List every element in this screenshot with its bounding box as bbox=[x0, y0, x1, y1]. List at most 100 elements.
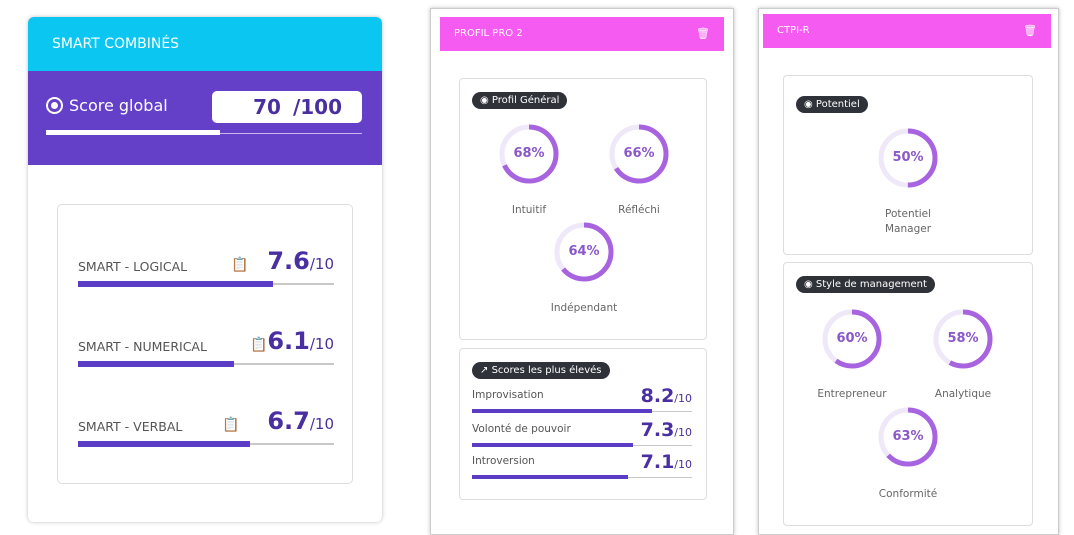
ring-chart bbox=[554, 222, 614, 282]
ring-chart bbox=[609, 124, 669, 184]
progress-bar bbox=[472, 409, 692, 413]
ring-label: Réfléchi bbox=[618, 204, 660, 216]
ring-label: Analytique bbox=[934, 388, 992, 400]
smart-value: 6.7/10 bbox=[267, 407, 334, 435]
max: /10 bbox=[674, 426, 692, 439]
max: /10 bbox=[309, 335, 334, 353]
trash-icon[interactable]: 🗑 bbox=[1023, 24, 1037, 37]
progress-bar bbox=[78, 281, 334, 287]
smart-value: 6.1/10 bbox=[267, 327, 334, 355]
ring-arc bbox=[554, 222, 614, 282]
ring-reflechi: 66% bbox=[608, 123, 670, 185]
label: Volonté de pouvoir bbox=[472, 423, 571, 435]
ring-arc bbox=[609, 124, 669, 184]
top-scores-card: ↗ Scores les plus élevés Improvisation 8.… bbox=[459, 348, 707, 500]
ring-conformite: 63% bbox=[877, 406, 939, 468]
ring-value: 60% bbox=[836, 331, 868, 346]
score-progress bbox=[46, 130, 220, 135]
v: 7.3 bbox=[640, 419, 675, 441]
ring-intuitif: 68% bbox=[498, 123, 560, 185]
value: 7.6 bbox=[267, 247, 310, 275]
label: Introversion bbox=[472, 455, 535, 467]
radio-icon[interactable] bbox=[46, 97, 63, 114]
value: 6.1 bbox=[267, 327, 310, 355]
score-global-section: Score global 70/100 bbox=[28, 71, 382, 165]
pill-label: Profil Général bbox=[491, 95, 560, 106]
style-management-card: ◉ Style de management 60% Entrepreneur 5… bbox=[783, 262, 1033, 526]
profil-general-pill: ◉ Profil Général bbox=[472, 92, 568, 109]
progress-fill bbox=[78, 281, 273, 287]
panel-title: SMART COMBINÉS bbox=[28, 17, 382, 71]
smart-scores-card: SMART - LOGICAL 📋 7.6/10 SMART - NUMERIC… bbox=[57, 204, 353, 484]
ring-label: Intuitif bbox=[511, 204, 547, 216]
score-global-label: Score global bbox=[69, 96, 168, 115]
ring-label: Indépendant bbox=[550, 302, 618, 314]
clipboard-icon[interactable]: 📋 bbox=[222, 417, 240, 433]
progress-fill bbox=[78, 361, 235, 367]
potentiel-pill: ◉ Potentiel bbox=[796, 96, 868, 113]
smart-label: SMART - VERBAL bbox=[78, 419, 183, 434]
value: 7.1/10 bbox=[641, 451, 692, 473]
ring-chart bbox=[499, 124, 559, 184]
panel-title: CTPI-R bbox=[777, 25, 810, 36]
ring-potentiel: 50% bbox=[877, 127, 939, 189]
style-pill: ◉ Style de management bbox=[796, 276, 935, 293]
clipboard-icon[interactable]: 📋 bbox=[231, 257, 249, 273]
progress-bar bbox=[472, 475, 692, 479]
value: 6.7 bbox=[267, 407, 310, 435]
smart-combines-panel: SMART COMBINÉS Score global 70/100 SMART… bbox=[28, 17, 382, 522]
value: 7.3/10 bbox=[641, 419, 692, 441]
pill-label: Scores les plus élevés bbox=[491, 365, 602, 376]
progress-fill bbox=[472, 409, 653, 413]
smart-value: 7.6/10 bbox=[267, 247, 334, 275]
ring-arc bbox=[878, 407, 938, 467]
ring-value: 66% bbox=[623, 146, 655, 161]
v: 7.1 bbox=[640, 451, 675, 473]
progress-fill bbox=[472, 475, 629, 479]
profil-general-card: ◉ Profil Général 68% Intuitif 66% Réfléc… bbox=[459, 78, 707, 340]
progress-bar bbox=[78, 361, 334, 367]
value: 8.2/10 bbox=[641, 385, 692, 407]
ring-label: Entrepreneur bbox=[817, 388, 887, 400]
clipboard-icon[interactable]: 📋 bbox=[250, 337, 268, 353]
score-global-value: 70/100 bbox=[212, 91, 362, 123]
smart-label: SMART - LOGICAL bbox=[78, 259, 188, 274]
v: 8.2 bbox=[640, 385, 675, 407]
ring-label: Potentiel Manager bbox=[884, 208, 932, 235]
potentiel-card: ◉ Potentiel 50% Potentiel Manager bbox=[783, 75, 1033, 255]
ring-arc bbox=[933, 309, 993, 369]
progress-bar bbox=[78, 441, 334, 447]
progress-bar bbox=[472, 443, 692, 447]
ctpi-panel: CTPI-R 🗑 ◉ Potentiel 50% Potentiel Manage… bbox=[758, 8, 1059, 535]
panel-header: CTPI-R 🗑 bbox=[763, 14, 1051, 48]
ring-chart bbox=[822, 309, 882, 369]
max: /10 bbox=[309, 415, 334, 433]
profil-pro-panel: PROFIL PRO 2 🗑 ◉ Profil Général 68% Intui… bbox=[430, 8, 734, 535]
panel-title: PROFIL PRO 2 bbox=[454, 28, 523, 39]
ring-value: 63% bbox=[892, 429, 924, 444]
max: /10 bbox=[674, 458, 692, 471]
ring-arc bbox=[878, 128, 938, 188]
ring-chart bbox=[878, 407, 938, 467]
label: Improvisation bbox=[472, 389, 544, 401]
ring-value: 50% bbox=[892, 150, 924, 165]
pill-label: Style de management bbox=[815, 279, 927, 290]
pill-label: Potentiel bbox=[815, 99, 860, 110]
progress-fill bbox=[472, 443, 633, 447]
ring-entrepreneur: 60% bbox=[821, 308, 883, 370]
ring-chart bbox=[878, 128, 938, 188]
max: /10 bbox=[309, 255, 334, 273]
ring-value: 68% bbox=[513, 146, 545, 161]
score-max: /100 bbox=[292, 95, 342, 119]
ring-value: 58% bbox=[947, 331, 979, 346]
score-value: 70 bbox=[253, 95, 281, 119]
ring-label: Conformité bbox=[878, 488, 938, 500]
panel-header: PROFIL PRO 2 🗑 bbox=[440, 17, 724, 51]
ring-analytique: 58% bbox=[932, 308, 994, 370]
trash-icon[interactable]: 🗑 bbox=[696, 27, 710, 40]
progress-fill bbox=[78, 441, 250, 447]
ring-value: 64% bbox=[568, 244, 600, 259]
ring-arc bbox=[499, 124, 559, 184]
ring-arc bbox=[822, 309, 882, 369]
ring-independant: 64% bbox=[553, 221, 615, 283]
